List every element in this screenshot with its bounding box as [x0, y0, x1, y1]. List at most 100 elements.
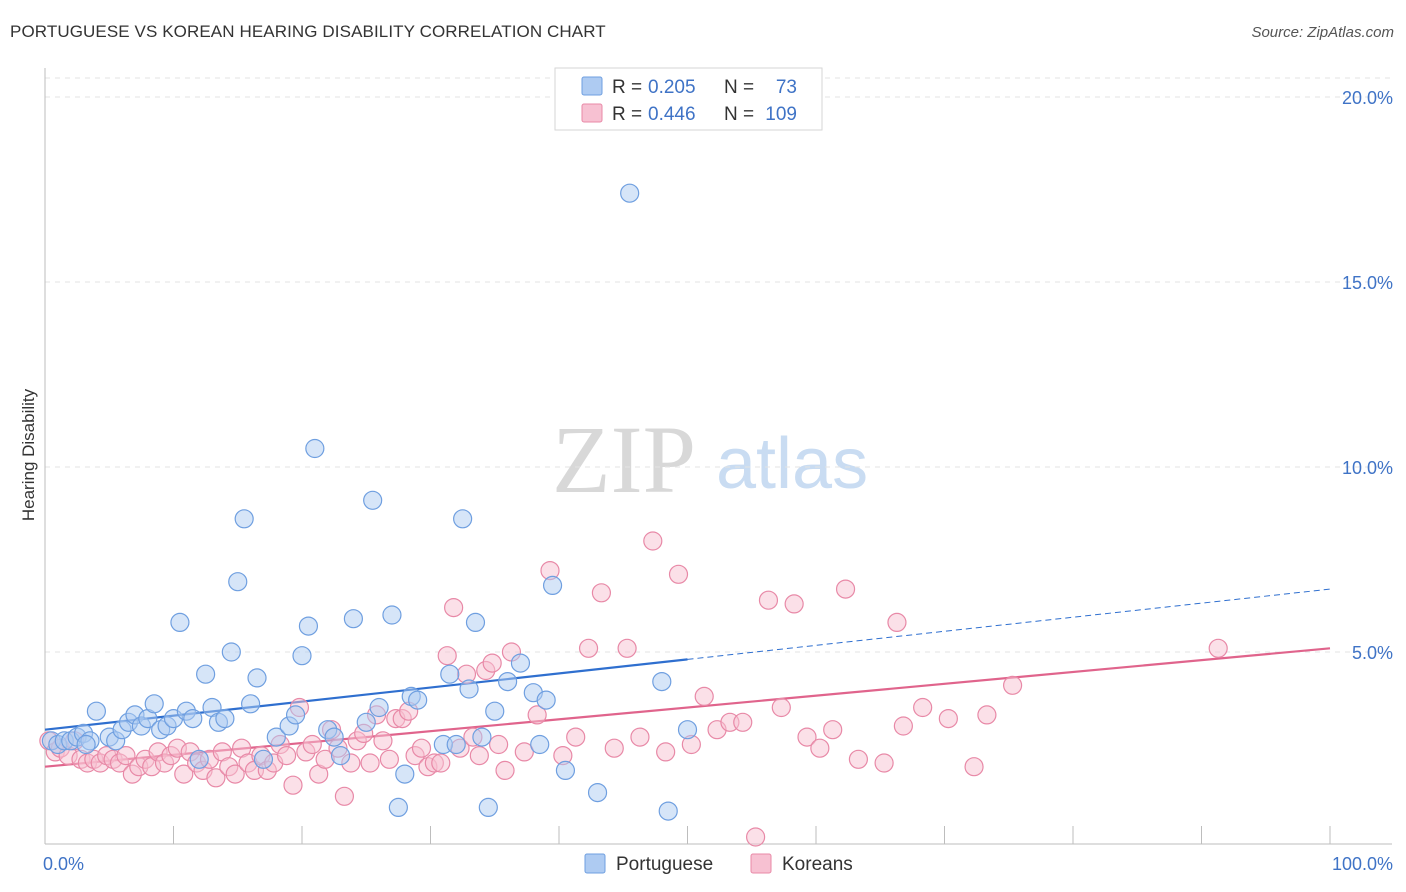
- portuguese-point-56: [465, 612, 486, 633]
- portuguese-point-19: [170, 612, 190, 633]
- koreans-point-99: [848, 749, 869, 769]
- portuguese-point-21: [183, 708, 203, 729]
- koreans-point-80: [604, 738, 624, 758]
- koreans-point-78: [578, 638, 599, 658]
- koreans-point-92: [758, 590, 779, 610]
- x-tick-labels: 0.0% 100.0%: [43, 854, 1393, 874]
- axes: [44, 68, 1392, 845]
- portuguese-point-57: [472, 727, 492, 747]
- bottom-legend-label-koreans: Koreans: [782, 854, 853, 875]
- grid: [45, 77, 1395, 653]
- portuguese-point-45: [369, 697, 389, 718]
- portuguese-point-60: [498, 671, 518, 692]
- koreans-point-41: [302, 734, 322, 755]
- portuguese-point-53: [446, 734, 466, 755]
- series-portuguese: [41, 183, 698, 821]
- koreans-point-12: [116, 745, 136, 766]
- koreans-point-52: [373, 731, 393, 751]
- portuguese-point-48: [395, 764, 415, 784]
- koreans-point-46: [334, 786, 355, 806]
- koreans-point-108: [1208, 638, 1228, 658]
- koreans-point-62: [437, 646, 457, 666]
- koreans-point-90: [733, 712, 753, 732]
- koreans-point-67: [469, 745, 489, 766]
- portuguese-point-38: [305, 438, 325, 459]
- koreans-point-93: [771, 697, 791, 718]
- legend-r-value-koreans: 0.446: [648, 104, 696, 125]
- portuguese-point-70: [658, 801, 678, 821]
- portuguese-point-26: [215, 708, 235, 729]
- portuguese-point-32: [253, 749, 274, 769]
- koreans-point-105: [964, 757, 984, 777]
- koreans-point-71: [495, 760, 515, 781]
- portuguese-point-42: [343, 609, 363, 629]
- portuguese-point-31: [247, 668, 267, 688]
- chart-source: Source: ZipAtlas.com: [1251, 24, 1394, 41]
- legend: R = 0.205 N = 73 R = 0.446 N = 109: [554, 67, 823, 131]
- legend-n-label-koreans: N =: [724, 104, 754, 125]
- portuguese-point-22: [189, 749, 209, 769]
- portuguese-point-68: [620, 183, 640, 203]
- y-tick-label-10: 10.0%: [1342, 458, 1393, 478]
- koreans-point-101: [887, 612, 907, 633]
- watermark-atlas: atlas: [716, 424, 868, 504]
- portuguese-point-69: [652, 671, 672, 692]
- portuguese-point-71: [677, 720, 698, 740]
- portuguese-point-67: [587, 782, 608, 803]
- portuguese-point-46: [382, 605, 402, 625]
- portuguese-point-55: [459, 679, 479, 699]
- koreans-point-73: [514, 742, 534, 762]
- bottom-legend: Portuguese Koreans: [584, 853, 853, 875]
- portuguese-point-41: [330, 745, 351, 766]
- portuguese-point-64: [536, 690, 556, 710]
- x-tick-label-100: 100.0%: [1332, 854, 1393, 874]
- legend-r-label-portuguese: R =: [612, 77, 642, 98]
- bottom-legend-swatch-koreans: [750, 853, 772, 874]
- koreans-point-97: [823, 720, 843, 740]
- y-axis-label-wrapper: Hearing Disability: [19, 388, 38, 521]
- koreans-point-87: [694, 686, 714, 707]
- koreans-point-95: [797, 727, 817, 747]
- koreans-point-83: [643, 531, 663, 551]
- portuguese-point-35: [285, 705, 306, 725]
- portuguese-point-36: [292, 646, 312, 666]
- portuguese-point-44: [363, 490, 383, 510]
- koreans-point-38: [283, 775, 303, 795]
- koreans-point-94: [784, 594, 804, 614]
- legend-r-label-koreans: R =: [612, 104, 642, 125]
- y-tick-label-5: 5.0%: [1352, 643, 1393, 663]
- koreans-point-79: [591, 583, 612, 603]
- koreans-point-69: [482, 653, 502, 673]
- koreans-point-29: [225, 764, 245, 784]
- portuguese-point-58: [478, 797, 498, 818]
- portuguese-point-43: [356, 712, 376, 732]
- koreans-point-50: [360, 753, 380, 773]
- portuguese-point-15: [144, 694, 164, 714]
- koreans-point-81: [617, 638, 637, 658]
- y-tick-label-15: 15.0%: [1342, 273, 1393, 293]
- watermark: ZIP atlas: [552, 406, 868, 513]
- portuguese-point-72: [76, 734, 96, 755]
- legend-n-label-portuguese: N =: [724, 77, 754, 98]
- koreans-point-82: [630, 727, 650, 747]
- legend-n-value-portuguese: 73: [776, 77, 797, 98]
- bottom-legend-swatch-portuguese: [584, 853, 606, 874]
- portuguese-point-30: [241, 694, 261, 714]
- koreans-point-106: [977, 705, 997, 725]
- koreans-point-100: [874, 753, 894, 773]
- watermark-zip: ZIP: [552, 406, 696, 513]
- koreans-point-85: [668, 564, 689, 584]
- portuguese-point-37: [298, 616, 319, 636]
- koreans-point-61: [431, 753, 451, 773]
- y-axis-label: Hearing Disability: [19, 388, 38, 521]
- portuguese-point-65: [542, 575, 563, 596]
- koreans-point-63: [444, 597, 464, 618]
- koreans-point-102: [893, 716, 913, 736]
- portuguese-point-29: [234, 509, 254, 529]
- portuguese-point-61: [510, 653, 531, 673]
- koreans-point-53: [379, 749, 399, 769]
- portuguese-point-47: [388, 797, 408, 818]
- portuguese-point-23: [196, 664, 216, 684]
- legend-r-value-portuguese: 0.205: [648, 77, 696, 98]
